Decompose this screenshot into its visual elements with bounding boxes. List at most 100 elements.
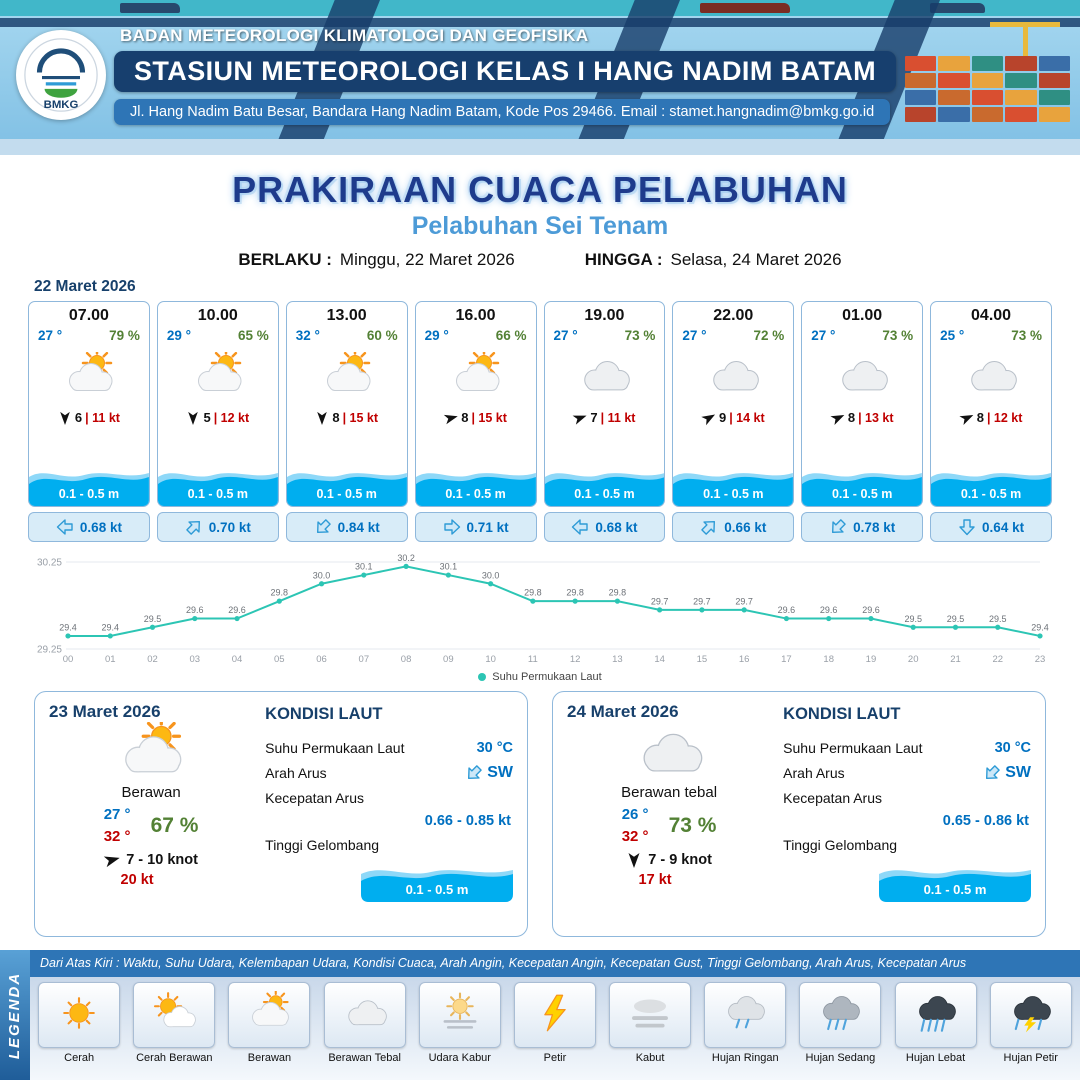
legend-section: LEGENDA Dari Atas Kiri : Waktu, Suhu Uda… [0,950,1080,1080]
current-speed-value: 0.66 - 0.85 kt [424,813,511,829]
bmkg-logo: BMKG [16,30,106,120]
wave-height-graphic: 0.1 - 0.5 m [879,860,1031,902]
svg-text:14: 14 [654,654,665,665]
svg-text:29.25: 29.25 [37,645,62,656]
svg-text:01: 01 [105,654,116,665]
validity-line: BERLAKU : Minggu, 22 Maret 2026 HINGGA :… [0,250,1080,270]
sst-label: Suhu Permukaan Laut [265,740,405,756]
relative-humidity: 67 % [150,813,199,837]
relative-humidity: 73 % [668,813,717,837]
wind-speed: 8 [847,410,856,425]
station-address: Jl. Hang Nadim Batu Besar, Bandara Hang … [114,99,891,125]
wave-height: 0.1 - 0.5 m [831,487,893,501]
legend-sidebar-text: LEGENDA [6,971,24,1059]
sea-strip-illustration [0,0,1080,16]
hingga-value: Selasa, 24 Maret 2026 [670,250,842,269]
sst-chart: 30.25 29.25 29.4 00 29.4 01 29.5 02 29.6 03 29.6 04… [37,553,1049,665]
relative-humidity: 60 % [366,328,398,343]
svg-text:29.5: 29.5 [144,614,162,624]
hourly-card-main: 22.00 27 ° 72 % 9 | 14 kt [672,301,795,507]
legend-tile [133,982,216,1048]
current-box: 0.66 kt [672,512,795,542]
svg-text:10: 10 [485,654,496,665]
svg-text:29.5: 29.5 [947,614,965,624]
legend-tile [704,982,787,1048]
cerah-berawan-icon [147,991,201,1040]
current-speed: 0.78 kt [853,519,896,535]
svg-text:29.4: 29.4 [1031,622,1049,632]
hourly-card-main: 07.00 27 ° 79 % 6 | 11 kt [28,301,150,507]
current-box: 0.71 kt [414,512,537,542]
current-speed: 0.66 kt [724,519,767,535]
wave-graphic [802,473,923,506]
legend-item: Hujan Sedang [794,982,886,1080]
hourly-forecast-card: 01.00 27 ° 73 % 8 | 13 kt [801,301,924,542]
forecast-time: 10.00 [197,307,238,324]
hourly-card-main: 19.00 27 ° 73 % 7 | 11 kt [543,301,666,507]
legend-label: Hujan Lebat [905,1052,966,1064]
hujan-sedang-icon [813,991,867,1040]
svg-text:30.1: 30.1 [440,562,458,572]
current-speed-value: 0.65 - 0.86 kt [942,813,1029,829]
berlaku-value: Minggu, 22 Maret 2026 [339,250,515,269]
wind-row: 9 | 14 kt [673,410,793,425]
current-speed: 0.68 kt [79,519,122,535]
svg-text:29.6: 29.6 [820,605,838,615]
berlaku-label: BERLAKU : [238,250,332,269]
wind-direction-icon [58,411,72,425]
sea-conditions-panel: KONDISI LAUT Suhu Permukaan Laut 30 °C A… [771,702,1031,926]
chart-legend-dot-icon [478,673,487,681]
current-box: 0.84 kt [285,512,408,542]
svg-text:29.7: 29.7 [693,596,711,606]
berawan-icon [158,345,278,407]
sea-conditions-title: KONDISI LAUT [783,705,901,723]
current-direction-label: Arah Arus [265,765,327,781]
wind-speed-range: 7 - 9 knot [648,852,712,868]
svg-text:20: 20 [908,654,919,665]
svg-text:17: 17 [781,654,792,665]
hingga-label: HINGGA : [584,250,663,269]
air-temperature: 27 ° [553,328,578,343]
svg-text:29.6: 29.6 [862,605,880,615]
wind-gust: | 12 kt [986,410,1023,425]
berawan-icon [242,988,296,1040]
legend-label: Berawan Tebal [328,1052,401,1064]
wave-height-graphic: 0.1 - 0.5 m [361,860,513,902]
wave-height: 0.1 - 0.5 m [960,487,1022,501]
legend-tile [989,982,1072,1048]
hourly-date-label: 22 Maret 2026 [34,278,136,295]
current-direction-icon [56,518,74,536]
current-direction-value: SW [1005,764,1031,781]
daily-date: 23 Maret 2026 [49,702,161,721]
svg-text:22: 22 [992,654,1003,665]
svg-text:05: 05 [274,654,285,665]
svg-text:29.6: 29.6 [228,605,246,615]
legend-item: Hujan Ringan [699,982,791,1080]
wind-speed: 7 [590,410,598,425]
title-block: PRAKIRAAN CUACA PELABUHAN Pelabuhan Sei … [0,155,1080,270]
wind-gust: | 12 kt [213,410,250,425]
current-direction-icon [958,518,976,536]
berawan-tebal-icon [545,345,665,407]
svg-text:30.0: 30.0 [482,570,500,580]
relative-humidity: 73 % [624,328,656,343]
air-temperature: 27 ° [811,328,836,343]
forecast-time: 19.00 [584,307,625,324]
berawan-icon [49,722,253,784]
legend-label: Petir [543,1052,567,1064]
wind-speed: 8 [461,410,469,425]
ship-illustration [930,3,985,13]
berawan-tebal-icon [338,991,392,1040]
current-box: 0.64 kt [930,512,1052,542]
hourly-card-main: 10.00 29 ° 65 % 5 | 12 kt [156,301,279,507]
forecast-time: 01.00 [842,307,883,324]
svg-text:12: 12 [570,654,581,665]
current-direction-icon [825,514,850,539]
relative-humidity: 66 % [495,328,527,343]
legend-tile [799,982,882,1048]
wave-graphic [286,473,407,506]
wind-row: 6 | 11 kt [29,410,149,425]
current-speed-label: Kecepatan Arus [783,790,883,806]
wind-direction-icon [626,852,642,868]
